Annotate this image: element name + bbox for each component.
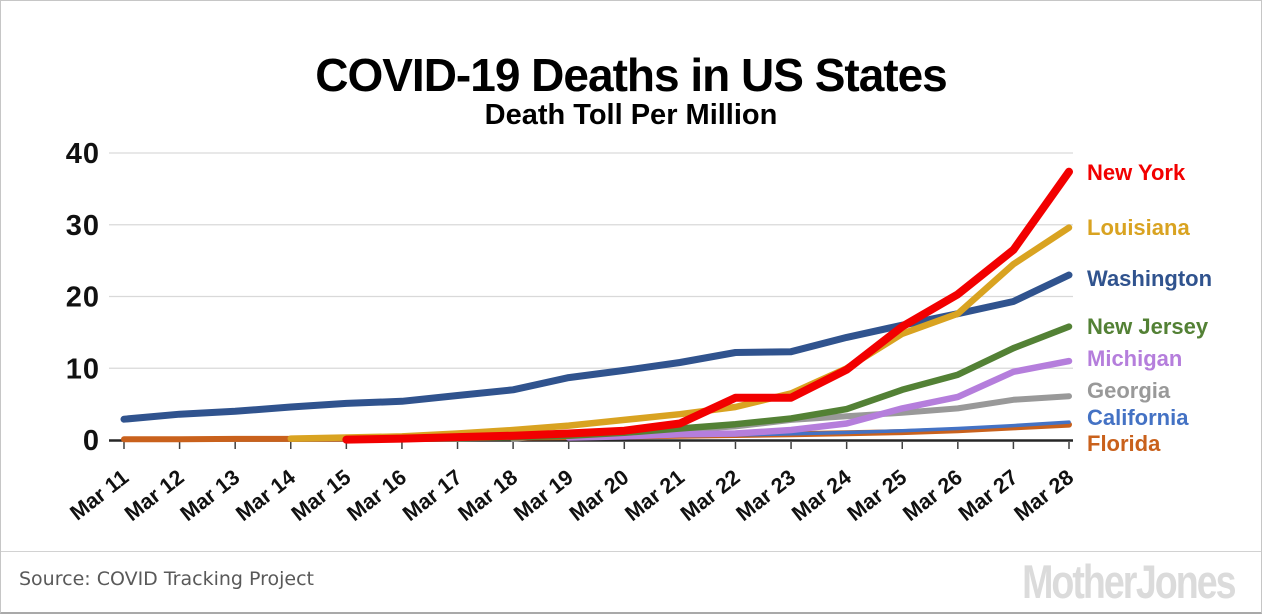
source-credit: Source: COVID Tracking Project — [19, 568, 315, 590]
y-axis-label: 20 — [66, 282, 100, 314]
legend-label-california: California — [1087, 405, 1189, 430]
x-axis-label: Mar 24 — [787, 465, 855, 526]
footer-divider — [1, 551, 1261, 552]
legend-label-louisiana: Louisiana — [1087, 215, 1190, 240]
legend-label-new-jersey: New Jersey — [1087, 314, 1209, 339]
x-axis-label: Mar 19 — [509, 465, 577, 526]
series-line-michigan — [565, 357, 1073, 441]
x-axis-label: Mar 23 — [732, 465, 800, 526]
legend-label-michigan: Michigan — [1087, 346, 1183, 371]
chart-subtitle: Death Toll Per Million — [484, 99, 778, 132]
x-axis-label: Mar 11 — [66, 465, 134, 525]
x-axis-label: Mar 20 — [565, 465, 633, 526]
legend-label-new-york: New York — [1087, 160, 1186, 185]
series-line-new-jersey — [398, 323, 1073, 443]
x-axis-label: Mar 15 — [287, 465, 355, 526]
x-axis-label: Mar 17 — [398, 465, 466, 526]
legend-label-georgia: Georgia — [1087, 378, 1171, 403]
y-axis-label: 40 — [66, 138, 100, 170]
series-line-new-york — [342, 167, 1073, 444]
x-axis-label: Mar 27 — [954, 465, 1022, 526]
x-axis-label: Mar 28 — [1010, 465, 1078, 526]
x-axis-label: Mar 22 — [676, 465, 744, 526]
x-axis-label: Mar 26 — [898, 465, 966, 526]
x-axis-label: Mar 25 — [843, 465, 911, 526]
y-axis-label: 10 — [66, 353, 100, 385]
legend-label-washington: Washington — [1087, 266, 1213, 291]
x-axis-label: Mar 16 — [343, 465, 411, 526]
mother-jones-logo: Mother Jones — [1022, 555, 1237, 608]
y-axis-label: 0 — [83, 425, 100, 457]
y-axis-label: 30 — [66, 210, 100, 242]
x-axis-label: Mar 21 — [621, 465, 689, 526]
x-axis-label: Mar 18 — [454, 465, 522, 526]
chart-title: COVID-19 Deaths in US States — [315, 48, 948, 101]
x-axis-label: Mar 14 — [231, 465, 299, 526]
legend-label-florida: Florida — [1087, 431, 1161, 456]
x-axis-label: Mar 12 — [120, 465, 188, 526]
x-axis-label: Mar 13 — [176, 465, 244, 526]
